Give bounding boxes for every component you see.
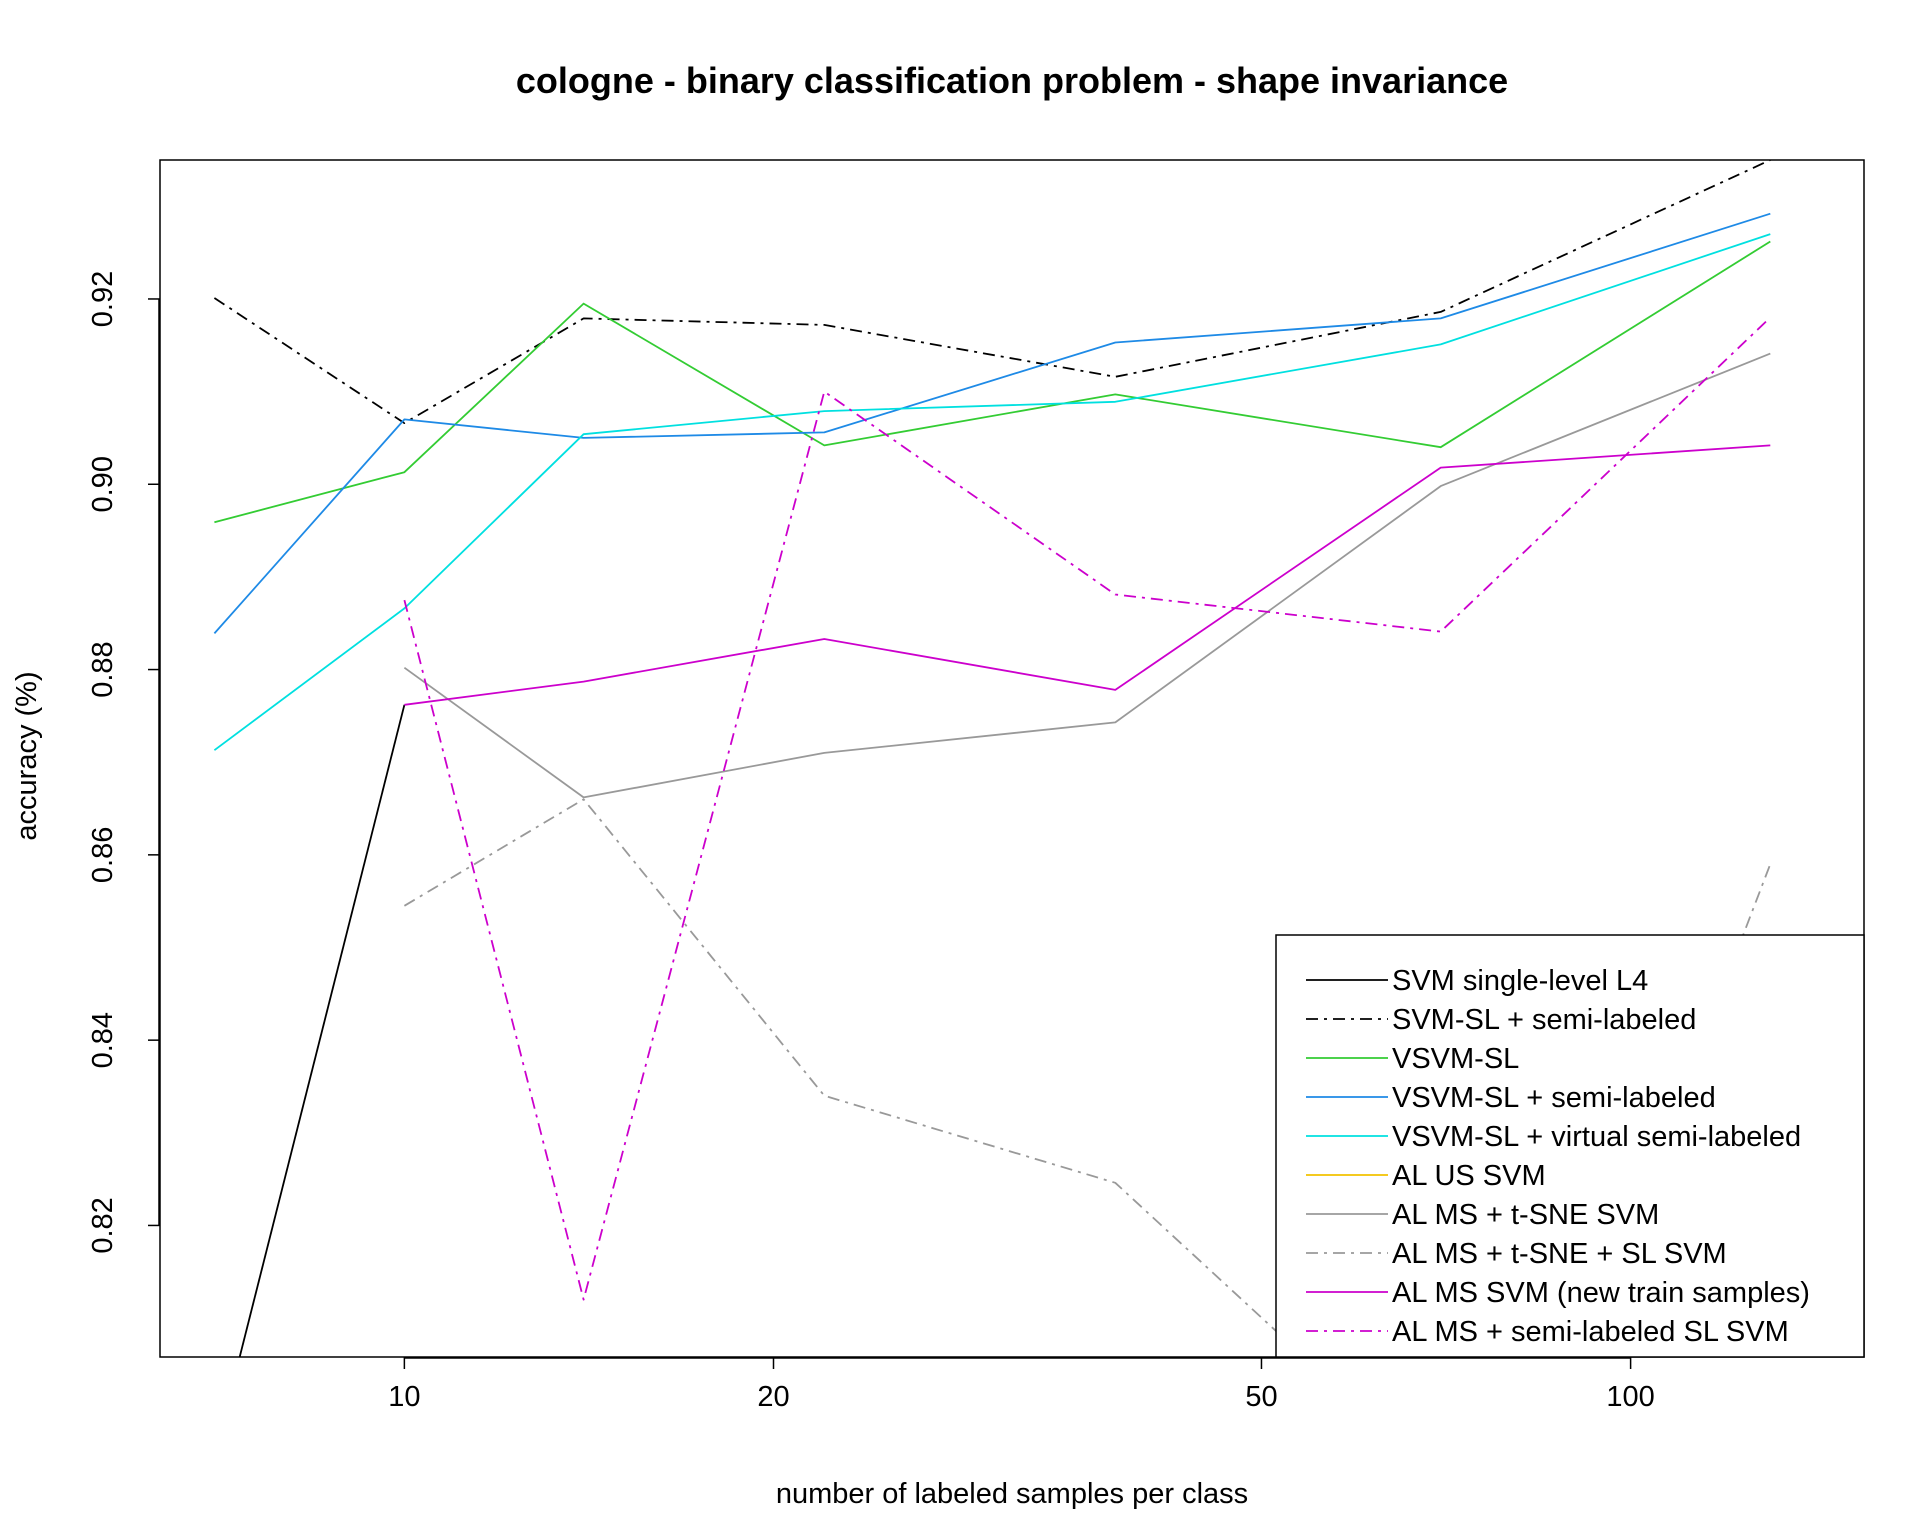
chart-title: cologne - binary classification problem …: [516, 60, 1508, 101]
y-axis-label: accuracy (%): [11, 671, 43, 840]
series-line-3: [213, 212, 1771, 634]
legend: SVM single-level L4 SVM-SL + semi-labeled…: [1275, 934, 1865, 1358]
legend-label-6: AL MS + t-SNE SVM: [1392, 1199, 1659, 1231]
legend-label-5: AL US SVM: [1392, 1160, 1546, 1192]
y-tick-label: 0.92: [87, 271, 119, 327]
y-tick-label: 0.88: [87, 641, 119, 697]
series-line-4: [213, 233, 1771, 751]
plot-frame: [159, 159, 1865, 1358]
x-tick-label: 50: [1245, 1381, 1277, 1413]
y-tick-label: 0.90: [87, 456, 119, 512]
x-tick-label: 20: [757, 1381, 789, 1413]
x-tick-label: 10: [388, 1381, 420, 1413]
legend-label-4: VSVM-SL + virtual semi-labeled: [1392, 1121, 1801, 1153]
series-line-1: [213, 160, 1771, 425]
series-line-2: [214, 240, 1771, 524]
series-layer: [213, 160, 1772, 1357]
series-line-0: [238, 704, 406, 1357]
legend-label-3: VSVM-SL + semi-labeled: [1392, 1082, 1716, 1114]
legend-label-9: AL MS + semi-labeled SL SVM: [1392, 1316, 1789, 1348]
legend-label-0: SVM single-level L4: [1392, 965, 1648, 997]
axes-layer: 10 20 50 100 0.82 0.84 0.86 0.88 0.90 0.92: [87, 271, 1655, 1413]
series-line-8: [404, 444, 1771, 706]
legend-label-2: VSVM-SL: [1392, 1043, 1519, 1075]
legend-label-1: SVM-SL + semi-labeled: [1392, 1004, 1696, 1036]
x-axis-label: number of labeled samples per class: [776, 1478, 1248, 1510]
y-tick-label: 0.82: [87, 1197, 119, 1253]
y-tick-label: 0.84: [87, 1012, 119, 1068]
legend-label-8: AL MS SVM (new train samples): [1392, 1277, 1810, 1309]
y-tick-label: 0.86: [87, 827, 119, 883]
x-tick-label: 100: [1606, 1381, 1654, 1413]
legend-label-7: AL MS + t-SNE + SL SVM: [1392, 1238, 1727, 1270]
series-line-9: [403, 316, 1771, 1301]
legend-box: [1275, 934, 1865, 1358]
